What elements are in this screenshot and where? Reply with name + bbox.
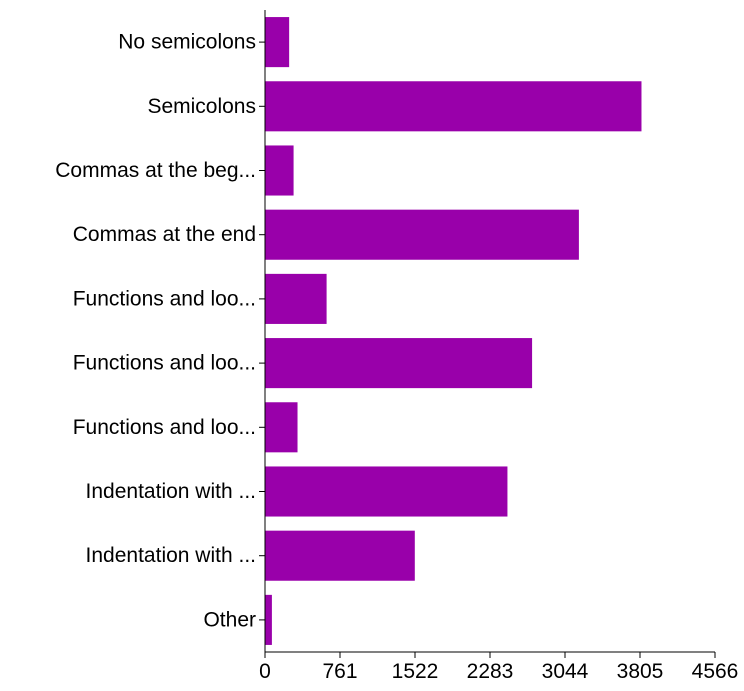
x-tick-label: 4566 <box>692 660 739 683</box>
x-tick-label: 0 <box>259 660 271 683</box>
category-label: Functions and loo... <box>73 352 256 375</box>
bar <box>265 402 298 453</box>
x-tick-label: 761 <box>322 660 357 683</box>
category-label: Commas at the beg... <box>55 159 256 182</box>
category-label: Functions and loo... <box>73 416 256 439</box>
x-tick-label: 1522 <box>392 660 439 683</box>
bar <box>265 338 533 389</box>
category-label: Functions and loo... <box>73 287 256 310</box>
bar <box>265 273 327 324</box>
bar <box>265 81 642 132</box>
category-label: Other <box>203 608 256 631</box>
category-label: Commas at the end <box>73 223 256 246</box>
x-tick-labels-group: 0 761 1522 2283 3044 3805 4566 <box>259 660 738 683</box>
bar <box>265 209 579 260</box>
bar <box>265 594 272 645</box>
category-label: Indentation with ... <box>86 544 256 567</box>
bar <box>265 466 508 517</box>
bar <box>265 17 290 68</box>
category-label: Semicolons <box>147 95 256 118</box>
category-label: No semicolons <box>118 31 256 54</box>
x-ticks-group <box>264 652 716 658</box>
bar <box>265 530 415 581</box>
x-tick-label: 2283 <box>467 660 514 683</box>
x-tick-label: 3805 <box>617 660 664 683</box>
category-labels-group: No semicolons Semicolons Commas at the beg… <box>55 31 256 632</box>
bars-group <box>265 17 642 645</box>
y-ticks-group <box>259 41 265 621</box>
bar <box>265 145 294 196</box>
x-tick-label: 3044 <box>542 660 589 683</box>
category-label: Indentation with ... <box>86 480 256 503</box>
